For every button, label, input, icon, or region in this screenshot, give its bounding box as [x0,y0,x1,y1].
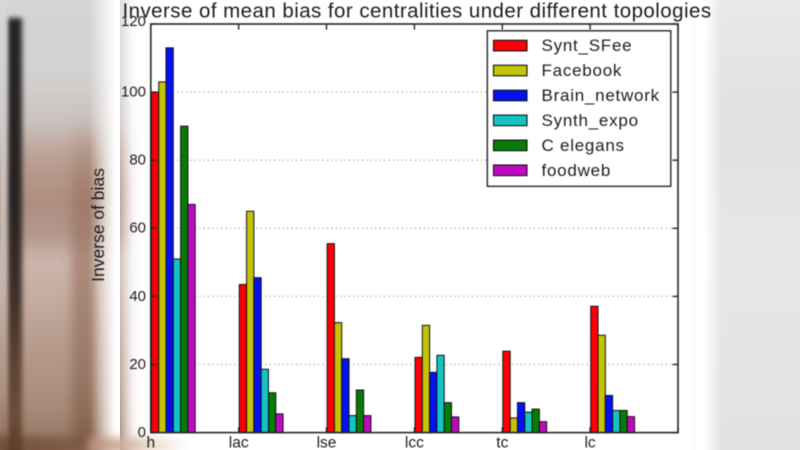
svg-text:Synth_expo: Synth_expo [542,111,639,130]
svg-text:80: 80 [129,152,146,169]
svg-text:Synt_SFee: Synt_SFee [542,36,633,55]
svg-text:C elegans: C elegans [542,136,625,155]
svg-text:tc: tc [496,435,508,450]
svg-text:foodweb: foodweb [542,161,612,180]
svg-text:40: 40 [129,288,146,305]
svg-text:100: 100 [121,84,146,101]
svg-text:120: 120 [121,13,146,30]
svg-text:0: 0 [138,424,146,441]
svg-text:Facebook: Facebook [542,61,623,80]
svg-text:60: 60 [129,220,146,237]
svg-text:lac: lac [229,435,249,450]
svg-text:Inverse of mean bias for centr: Inverse of mean bias for centralities un… [122,0,711,23]
svg-text:20: 20 [129,356,146,373]
svg-text:lc: lc [584,435,595,450]
svg-text:Brain_network: Brain_network [542,86,660,105]
svg-text:lse: lse [317,435,337,450]
svg-text:h: h [146,435,155,450]
svg-text:lcc: lcc [405,435,424,450]
svg-text:Inverse of bias: Inverse of bias [88,168,108,282]
